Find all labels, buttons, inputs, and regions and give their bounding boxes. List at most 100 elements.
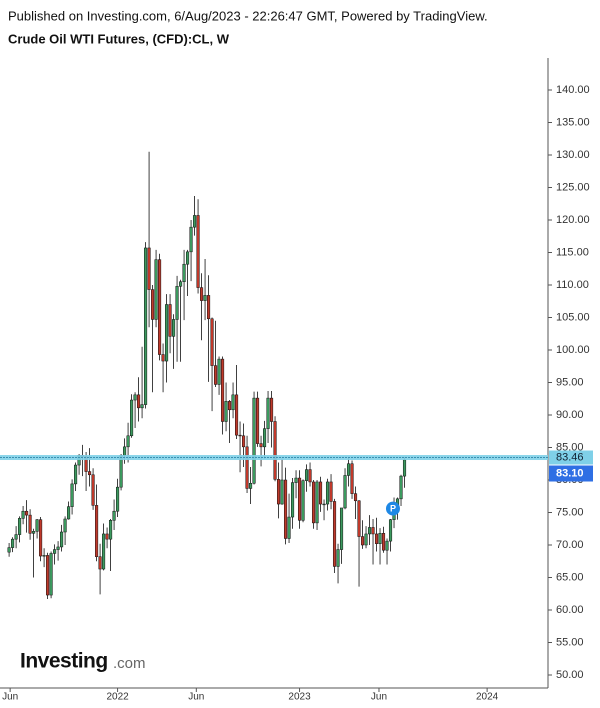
candle-body xyxy=(105,533,109,540)
candle-body xyxy=(63,518,67,533)
candle-body xyxy=(297,477,302,521)
candle-body xyxy=(221,358,225,422)
candle-body xyxy=(224,401,228,422)
candle-body xyxy=(140,404,144,409)
candle-body xyxy=(179,281,183,287)
candle-body xyxy=(228,401,232,411)
y-tick-label: 65.00 xyxy=(556,571,584,583)
candle-body xyxy=(168,304,172,337)
candle-body xyxy=(11,538,15,548)
candle-body xyxy=(144,247,148,405)
candle-body xyxy=(280,479,284,505)
candle-body xyxy=(381,533,386,551)
y-tick-label: 95.00 xyxy=(556,376,584,388)
candle-body xyxy=(311,481,316,524)
y-tick-label: 130.00 xyxy=(556,149,590,161)
candle-body xyxy=(242,435,246,448)
candle-body xyxy=(399,475,403,500)
candle-body xyxy=(25,510,29,516)
candle-body xyxy=(301,480,305,521)
candle-body xyxy=(203,295,207,301)
level-label-box xyxy=(549,450,593,465)
candle-body xyxy=(186,251,190,265)
candle-body xyxy=(18,518,22,535)
candle-body xyxy=(385,540,389,551)
candle-body xyxy=(119,455,123,488)
candle-body xyxy=(357,500,361,537)
candle-body xyxy=(200,287,204,301)
candle-body xyxy=(249,483,253,489)
candle-body xyxy=(42,555,46,557)
x-tick-label: Jun xyxy=(371,692,387,703)
candle-body xyxy=(123,446,127,456)
candle-body xyxy=(256,397,260,444)
last-price-label: 83.10 xyxy=(556,467,584,479)
candle-body xyxy=(91,474,95,506)
candle-body xyxy=(53,549,57,554)
candle-body xyxy=(283,479,288,539)
candle-body xyxy=(276,479,281,505)
candle-body xyxy=(133,394,137,401)
x-tick-label: 2022 xyxy=(106,692,129,703)
y-tick-label: 115.00 xyxy=(556,246,589,258)
candle-body xyxy=(290,482,295,518)
candle-body xyxy=(28,514,32,534)
candle-body xyxy=(7,547,11,553)
y-tick-label: 85.00 xyxy=(556,441,584,453)
candle-body xyxy=(231,394,235,411)
candle-body xyxy=(21,510,25,519)
y-tick-label: 90.00 xyxy=(556,409,584,421)
candle-body xyxy=(353,493,358,502)
candle-body xyxy=(46,555,50,596)
candle-body xyxy=(304,469,309,481)
candle-body xyxy=(329,481,333,502)
candle-body xyxy=(294,477,298,483)
candle-body xyxy=(315,481,319,524)
candle-body xyxy=(147,247,151,290)
candle-body xyxy=(266,397,270,429)
candle-body xyxy=(109,520,113,540)
candle-body xyxy=(259,443,263,448)
y-tick-label: 135.00 xyxy=(556,116,590,128)
candle-body xyxy=(343,475,347,509)
y-tick-label: 140.00 xyxy=(556,84,590,96)
candle-body xyxy=(189,226,193,253)
candle-body xyxy=(371,527,375,535)
y-tick-label: 50.00 xyxy=(556,669,584,681)
candle-body xyxy=(207,295,211,320)
candle-body xyxy=(350,463,354,494)
y-tick-label: 60.00 xyxy=(556,604,584,616)
candle-body xyxy=(270,397,274,422)
candle-body xyxy=(235,394,239,436)
candle-body xyxy=(154,259,158,320)
candle-body xyxy=(325,481,330,505)
candle-body xyxy=(245,446,249,489)
candle-body xyxy=(252,397,256,484)
candle-body xyxy=(263,428,267,448)
candle-body xyxy=(318,481,323,505)
y-tick-label: 100.00 xyxy=(556,344,590,356)
candle-body xyxy=(137,394,141,409)
candle-body xyxy=(182,263,186,283)
candle-body xyxy=(367,527,372,535)
x-tick-label: Jun xyxy=(2,692,18,703)
candle-body xyxy=(196,215,200,288)
candle-body xyxy=(14,534,18,540)
candle-body xyxy=(175,286,179,320)
candle-body xyxy=(339,507,344,550)
y-tick-label: 120.00 xyxy=(556,214,590,226)
candle-body xyxy=(151,289,155,320)
candle-body xyxy=(130,399,134,437)
candle-body xyxy=(98,556,102,570)
candle-body xyxy=(210,318,214,366)
candle-body xyxy=(95,505,99,557)
candle-body xyxy=(126,435,130,448)
candle-body xyxy=(308,469,312,483)
candle-body xyxy=(388,519,393,542)
x-tick-label: 2023 xyxy=(288,692,311,703)
candle-body xyxy=(217,358,221,385)
candle-body xyxy=(193,215,197,228)
logo-suffix: .com xyxy=(113,655,146,672)
candle-body xyxy=(39,519,43,557)
